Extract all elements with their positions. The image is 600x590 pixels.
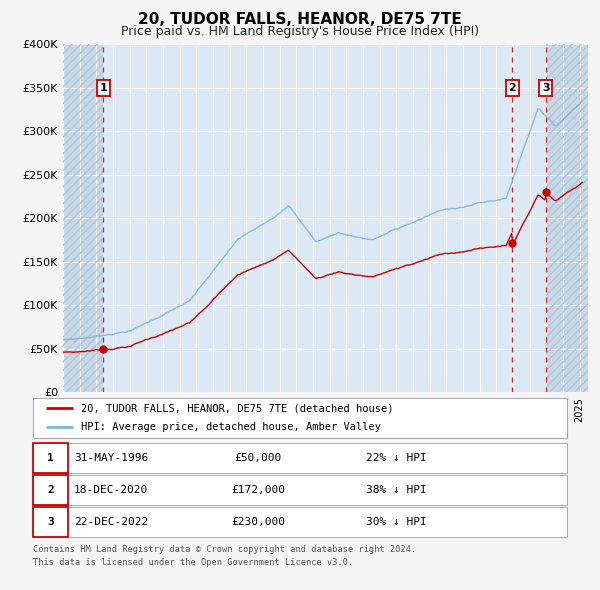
Text: 18-DEC-2020: 18-DEC-2020 <box>74 485 148 495</box>
Text: 20, TUDOR FALLS, HEANOR, DE75 7TE (detached house): 20, TUDOR FALLS, HEANOR, DE75 7TE (detac… <box>81 404 394 414</box>
Bar <box>63 44 103 392</box>
Text: 1: 1 <box>100 83 107 93</box>
Text: 20, TUDOR FALLS, HEANOR, DE75 7TE: 20, TUDOR FALLS, HEANOR, DE75 7TE <box>138 12 462 27</box>
Text: This data is licensed under the Open Government Licence v3.0.: This data is licensed under the Open Gov… <box>33 558 353 567</box>
Text: 2: 2 <box>47 485 54 495</box>
Text: 31-MAY-1996: 31-MAY-1996 <box>74 453 148 463</box>
Text: 3: 3 <box>542 83 550 93</box>
Text: 2: 2 <box>508 83 516 93</box>
Text: £50,000: £50,000 <box>235 453 281 463</box>
Bar <box>63 44 103 392</box>
Text: 30% ↓ HPI: 30% ↓ HPI <box>365 517 427 527</box>
Text: 3: 3 <box>47 517 54 527</box>
Text: £172,000: £172,000 <box>231 485 285 495</box>
Text: Price paid vs. HM Land Registry's House Price Index (HPI): Price paid vs. HM Land Registry's House … <box>121 25 479 38</box>
Bar <box>545 44 588 392</box>
Text: 1: 1 <box>47 453 54 463</box>
Text: 22-DEC-2022: 22-DEC-2022 <box>74 517 148 527</box>
Text: £230,000: £230,000 <box>231 517 285 527</box>
Bar <box>545 44 588 392</box>
Text: 38% ↓ HPI: 38% ↓ HPI <box>365 485 427 495</box>
Text: HPI: Average price, detached house, Amber Valley: HPI: Average price, detached house, Ambe… <box>81 422 381 432</box>
Text: 22% ↓ HPI: 22% ↓ HPI <box>365 453 427 463</box>
Text: Contains HM Land Registry data © Crown copyright and database right 2024.: Contains HM Land Registry data © Crown c… <box>33 545 416 553</box>
